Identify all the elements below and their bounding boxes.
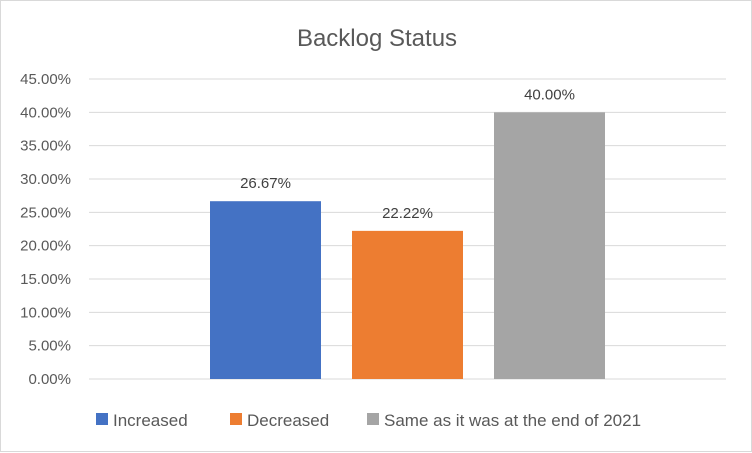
legend-swatch: [367, 413, 379, 425]
data-labels: 26.67% 22.22% 40.00%: [240, 86, 575, 222]
legend-label: Same as it was at the end of 2021: [384, 411, 641, 430]
legend-swatch: [230, 413, 242, 425]
legend-label: Decreased: [247, 411, 329, 430]
y-tick-label: 20.00%: [20, 238, 71, 255]
y-tick-label: 5.00%: [28, 338, 71, 355]
y-tick-label: 40.00%: [20, 104, 71, 121]
bar-decreased: [352, 230, 463, 379]
y-tick-label: 30.00%: [20, 171, 71, 188]
data-label: 22.22%: [382, 205, 433, 222]
y-axis-ticks: 0.00% 5.00% 10.00% 15.00% 20.00% 25.00% 30.00%…: [20, 71, 71, 388]
y-tick-label: 25.00%: [20, 204, 71, 221]
y-tick-label: 10.00%: [20, 304, 71, 321]
y-tick-label: 15.00%: [20, 271, 71, 288]
legend: Increased Decreased Same as it was at the …: [96, 411, 641, 430]
legend-label: Increased: [113, 411, 188, 430]
data-label: 40.00%: [524, 86, 575, 103]
data-label: 26.67%: [240, 175, 291, 192]
y-tick-label: 35.00%: [20, 138, 71, 155]
y-tick-label: 0.00%: [28, 371, 71, 388]
bars: [210, 112, 605, 379]
y-tick-label: 45.00%: [20, 71, 71, 88]
chart-title: Backlog Status: [297, 25, 457, 52]
bar-same-as-it-was-at-the-end-of-2021: [494, 112, 605, 379]
bar-increased: [210, 201, 321, 379]
legend-swatch: [96, 413, 108, 425]
